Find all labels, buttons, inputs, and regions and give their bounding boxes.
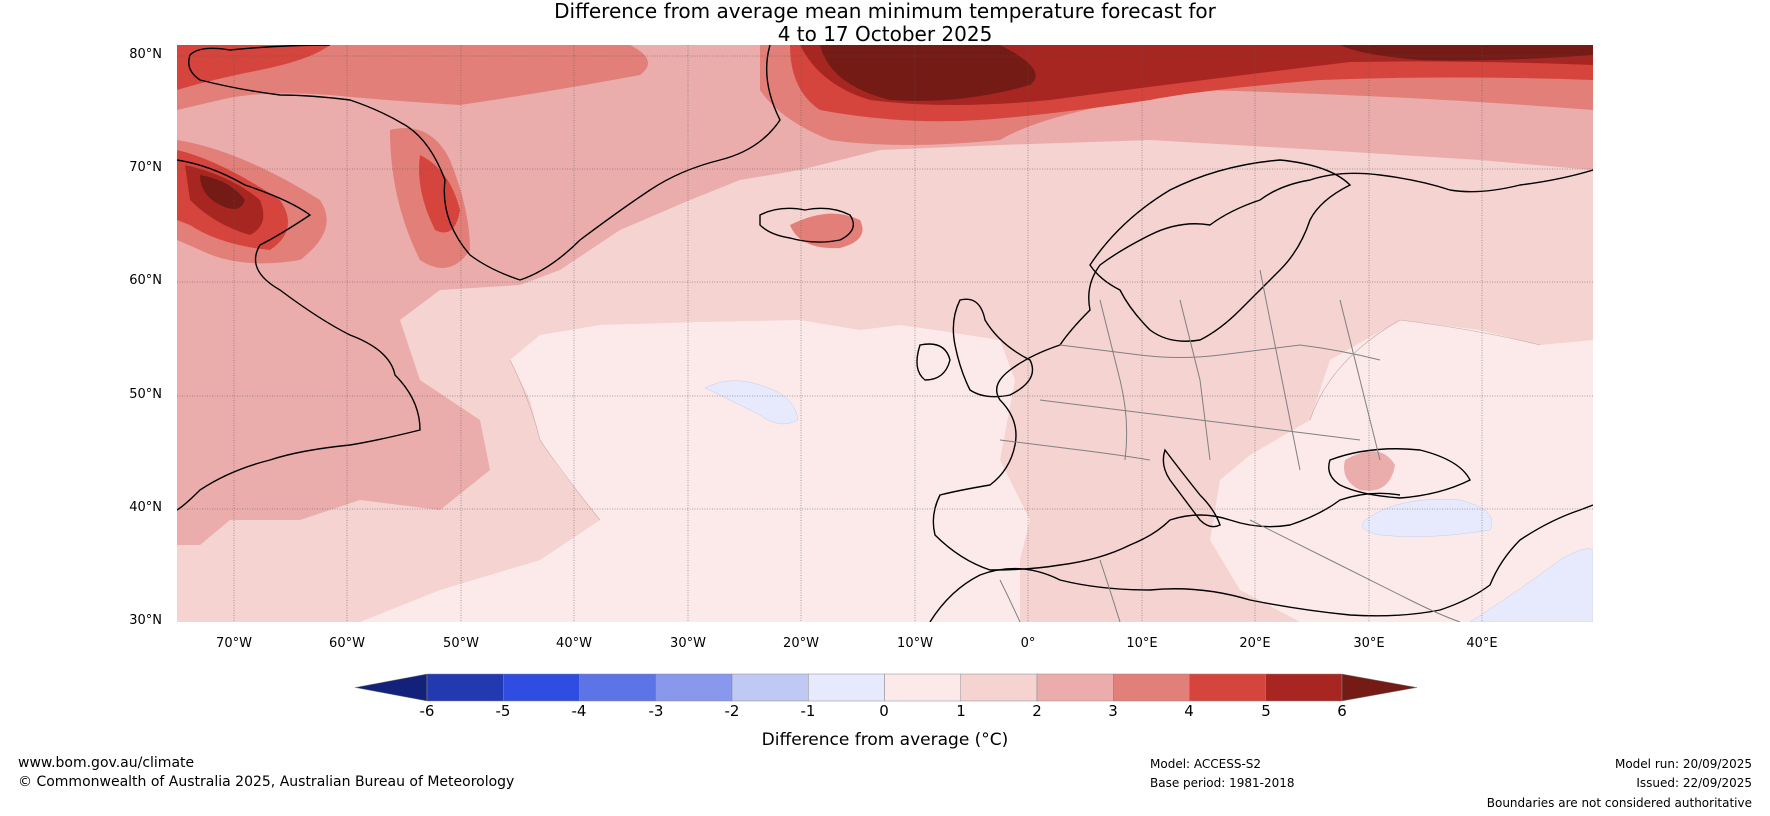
coastline-black-sea <box>1328 448 1471 499</box>
footer-copyright: © Commonwealth of Australia 2025, Austra… <box>18 774 515 790</box>
lon-label-30e: 30°E <box>1353 636 1385 651</box>
anomaly-band-2-3 <box>177 45 1593 545</box>
footer-disclaimer: Boundaries are not considered authoritat… <box>1486 796 1752 810</box>
chart-title: Difference from average mean minimum tem… <box>385 0 1385 46</box>
footer-base-period: Base period: 1981-2018 <box>1150 776 1295 790</box>
anomaly-band-4-5-baffin <box>419 155 460 233</box>
coastline-north-africa <box>929 504 1593 622</box>
coastline-italy <box>1162 448 1221 528</box>
colorbar-swatch <box>579 673 656 702</box>
coastline-greenland <box>188 45 781 281</box>
colorbar-extend-min <box>354 673 428 702</box>
lon-label-40e: 40°E <box>1466 636 1498 651</box>
coastlines <box>177 45 1593 622</box>
anomaly-band-gt6-arctic <box>1340 45 1593 61</box>
lon-label-10e: 10°E <box>1126 636 1158 651</box>
colorbar-tick: -3 <box>648 702 664 720</box>
anomaly-blob-balkans <box>1344 451 1395 491</box>
lon-label-0: 0° <box>1020 636 1036 651</box>
lon-label-30w: 30°W <box>670 636 706 651</box>
footer-model: Model: ACCESS-S2 <box>1150 757 1262 771</box>
lat-label-50n: 50°N <box>129 387 162 402</box>
anomaly-negative-mideast <box>1469 548 1593 622</box>
lat-label-30n: 30°N <box>129 613 162 628</box>
colorbar-swatch <box>731 673 809 702</box>
colorbar-swatch <box>1113 673 1190 702</box>
colorbar-tick: -1 <box>800 702 816 720</box>
colorbar-tick: -2 <box>724 702 740 720</box>
title-line-2: 4 to 17 October 2025 <box>777 22 993 46</box>
colorbar-tick: 2 <box>1032 702 1042 720</box>
colorbar-swatch <box>655 673 733 702</box>
anomaly-band-gt6 <box>820 45 1036 101</box>
title-line-1: Difference from average mean minimum tem… <box>554 0 1216 23</box>
lon-label-10w: 10°W <box>897 636 933 651</box>
colorbar-swatch <box>1036 673 1114 702</box>
anomaly-negative-atlantic <box>704 380 799 425</box>
colorbar-swatch <box>884 673 961 702</box>
lat-label-70n: 70°N <box>129 160 162 175</box>
colorbar-swatch <box>1265 673 1343 702</box>
colorbar-tick: -4 <box>571 702 587 720</box>
coastline-iceland <box>759 207 854 243</box>
colorbar-swatch <box>1189 673 1266 702</box>
lat-label-60n: 60°N <box>129 273 162 288</box>
colorbar-tick: 3 <box>1108 702 1118 720</box>
colorbar-swatch <box>960 673 1038 702</box>
coastline-british-isles <box>952 298 1034 398</box>
coastline-ireland <box>916 343 951 381</box>
lon-label-40w: 40°W <box>556 636 592 651</box>
colorbar-swatch <box>503 673 580 702</box>
anomaly-negative-caspian <box>1361 498 1493 537</box>
lon-label-20e: 20°E <box>1239 636 1271 651</box>
anomaly-band-3-4-iceland <box>790 213 863 249</box>
lat-label-40n: 40°N <box>129 500 162 515</box>
country-borders <box>999 269 1461 622</box>
colorbar-tick: 6 <box>1337 702 1347 720</box>
colorbar-extend-max <box>1341 673 1418 702</box>
coastline-canada <box>177 159 421 511</box>
coastline-scandinavia <box>1089 159 1352 342</box>
lon-label-20w: 20°W <box>783 636 819 651</box>
colorbar-tick: -5 <box>495 702 511 720</box>
colorbar-tick: -6 <box>419 702 435 720</box>
lon-label-50w: 50°W <box>443 636 479 651</box>
footer-model-run: Model run: 20/09/2025 <box>1614 757 1752 771</box>
colorbar-tick: 5 <box>1261 702 1271 720</box>
graticule <box>177 45 1593 622</box>
colorbar-tick: 1 <box>956 702 966 720</box>
footer-issued: Issued: 22/09/2025 <box>1636 776 1752 790</box>
colorbar-swatch <box>808 673 885 702</box>
contour-lines <box>509 319 1541 521</box>
colorbar-swatch <box>426 673 504 702</box>
colorbar-tick: 4 <box>1184 702 1194 720</box>
coastline-europe <box>932 169 1593 571</box>
footer-website: www.bom.gov.au/climate <box>18 755 195 771</box>
colorbar-label: Difference from average (°C) <box>761 730 1009 750</box>
colorbar-tick: 0 <box>879 702 889 720</box>
lon-label-60w: 60°W <box>329 636 365 651</box>
lon-label-70w: 70°W <box>216 636 252 651</box>
lat-label-80n: 80°N <box>129 47 162 62</box>
